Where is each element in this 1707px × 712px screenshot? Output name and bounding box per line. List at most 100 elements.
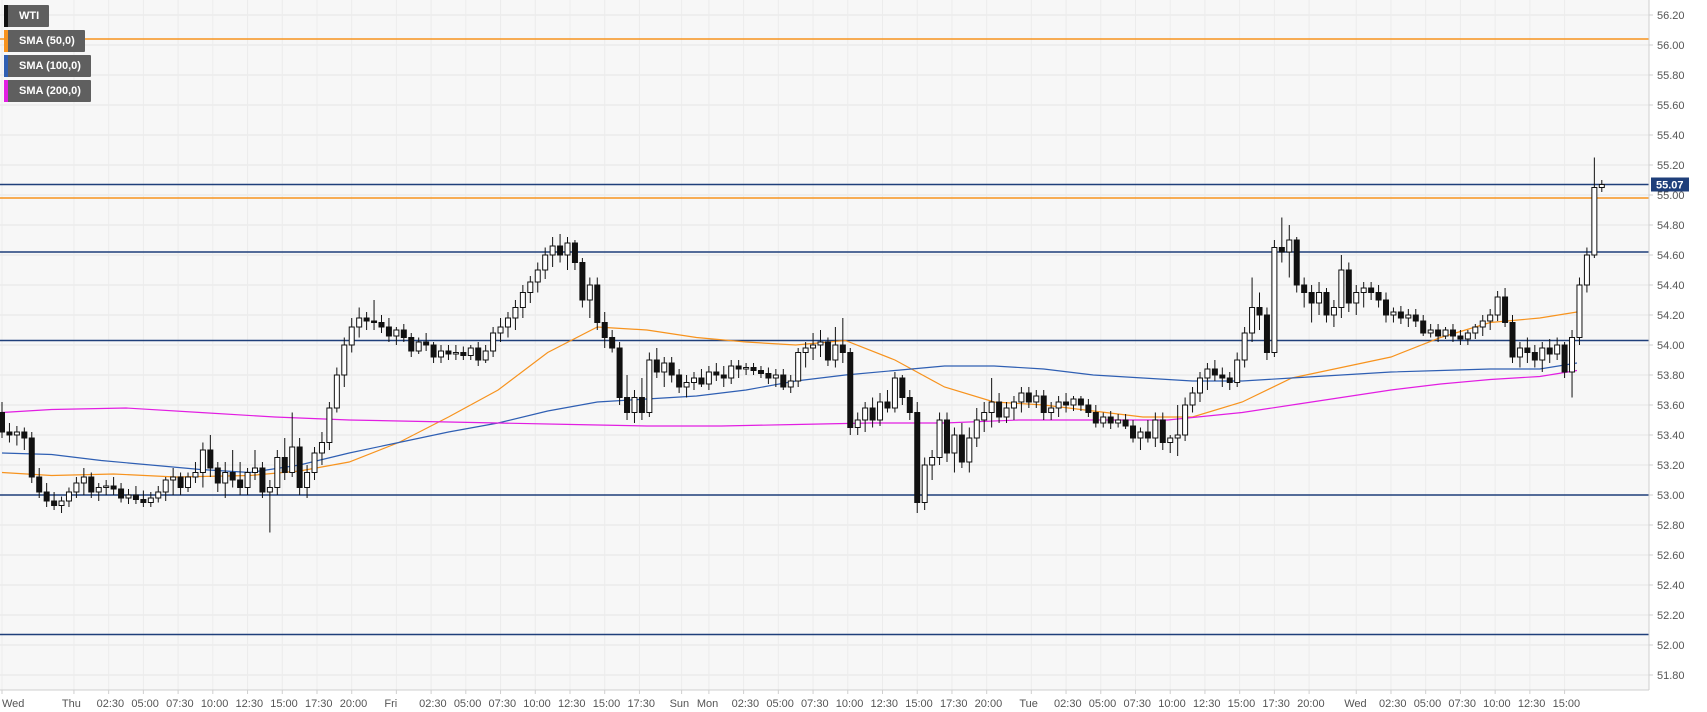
candle: [1383, 292, 1390, 323]
candle: [251, 450, 258, 480]
x-tick-label: Sun: [670, 698, 690, 710]
candle: [631, 390, 638, 423]
legend-item-sma-200[interactable]: SMA (200,0): [4, 80, 91, 102]
candles: [0, 157, 1605, 533]
y-tick-label: 51.80: [1657, 670, 1685, 682]
candle: [720, 366, 727, 387]
candle: [1167, 435, 1174, 453]
candle-body-up: [341, 344, 348, 376]
candle: [557, 234, 564, 263]
candle-body-up: [1234, 359, 1241, 383]
candle: [973, 408, 980, 447]
candle-body-up: [482, 350, 489, 361]
candle-body-down: [616, 347, 623, 398]
candle: [207, 435, 214, 477]
candle: [80, 468, 87, 495]
candle: [266, 480, 273, 533]
candle: [1524, 337, 1531, 363]
y-tick-label: 55.40: [1657, 130, 1685, 142]
legend-item-sma-100[interactable]: SMA (100,0): [4, 55, 91, 77]
candle: [1487, 309, 1494, 330]
candle-body-down: [899, 377, 906, 398]
candle-body-up: [497, 326, 504, 334]
candle-body-up: [1353, 292, 1360, 304]
candle-body-up: [65, 491, 72, 502]
candle: [1286, 225, 1293, 278]
candle: [661, 357, 668, 387]
candle: [1502, 288, 1509, 327]
x-tick-label: 12:30: [871, 698, 899, 710]
candle: [1569, 330, 1576, 398]
candle-body-down: [1063, 401, 1070, 406]
candle: [356, 307, 363, 338]
candle-body-down: [1293, 239, 1300, 286]
candle-body-down: [385, 326, 392, 337]
candle-body-down: [1040, 395, 1047, 413]
candle: [1479, 315, 1486, 336]
y-tick-label: 53.00: [1657, 490, 1685, 502]
candle-body-up: [251, 467, 258, 473]
candle-body-down: [601, 322, 608, 338]
candle: [757, 366, 764, 378]
candle-body-down: [750, 367, 757, 371]
candle: [6, 423, 13, 443]
candle-body-up: [564, 242, 571, 256]
candle: [1130, 420, 1137, 443]
candle-body-up: [103, 485, 110, 488]
candle: [199, 442, 206, 488]
candle: [1591, 157, 1598, 258]
x-tick-label: 10:00: [836, 698, 864, 710]
x-tick-label: 12:30: [236, 698, 264, 710]
candle: [1546, 339, 1553, 363]
candle: [1234, 352, 1241, 387]
candle: [1070, 396, 1077, 411]
candle: [348, 318, 355, 353]
x-tick-label: 07:30: [1123, 698, 1151, 710]
candle-body-up: [1249, 307, 1256, 334]
x-tick-label: 20:00: [1297, 698, 1325, 710]
candle: [1472, 324, 1479, 339]
candle: [244, 468, 251, 495]
candle: [1420, 315, 1427, 336]
candle-body-up: [490, 332, 497, 352]
candle-body-down: [824, 341, 831, 361]
candle-body-up: [1390, 311, 1397, 316]
candle: [832, 327, 839, 368]
candle-body-down: [1077, 398, 1084, 406]
candle-body-up: [13, 431, 20, 436]
candle-body-up: [452, 352, 459, 355]
candle: [408, 333, 415, 357]
candle-body-up: [1137, 431, 1144, 439]
x-tick-label: 20:00: [340, 698, 368, 710]
legend-swatch: [4, 5, 8, 27]
candle: [728, 360, 735, 384]
candle: [817, 330, 824, 357]
y-tick-label: 52.40: [1657, 580, 1685, 592]
candle: [1196, 372, 1203, 402]
candle-body-up: [73, 482, 80, 493]
y-tick-label: 54.60: [1657, 250, 1685, 262]
candle: [624, 375, 631, 420]
candle: [1249, 277, 1256, 342]
candle-body-down: [1092, 412, 1099, 424]
candle: [594, 277, 601, 330]
candle: [28, 432, 35, 483]
candle: [958, 423, 965, 468]
legend-item-sma-50[interactable]: SMA (50,0): [4, 30, 85, 52]
candle-body-down: [594, 284, 601, 323]
candle: [638, 378, 645, 420]
x-tick-label: 15:00: [1553, 698, 1581, 710]
x-tick-label: 02:30: [419, 698, 447, 710]
y-tick-label: 54.40: [1657, 280, 1685, 292]
candle-body-down: [43, 491, 50, 502]
legend-item-wti[interactable]: WTI: [4, 5, 50, 27]
candle-body-up: [289, 446, 296, 473]
y-tick-label: 55.20: [1657, 160, 1685, 172]
candle: [1092, 405, 1099, 428]
candle-body-up: [326, 407, 333, 443]
candle-body-up: [705, 371, 712, 385]
candle: [1316, 282, 1323, 315]
candle: [1010, 396, 1017, 420]
x-tick-label: 07:30: [1448, 698, 1476, 710]
